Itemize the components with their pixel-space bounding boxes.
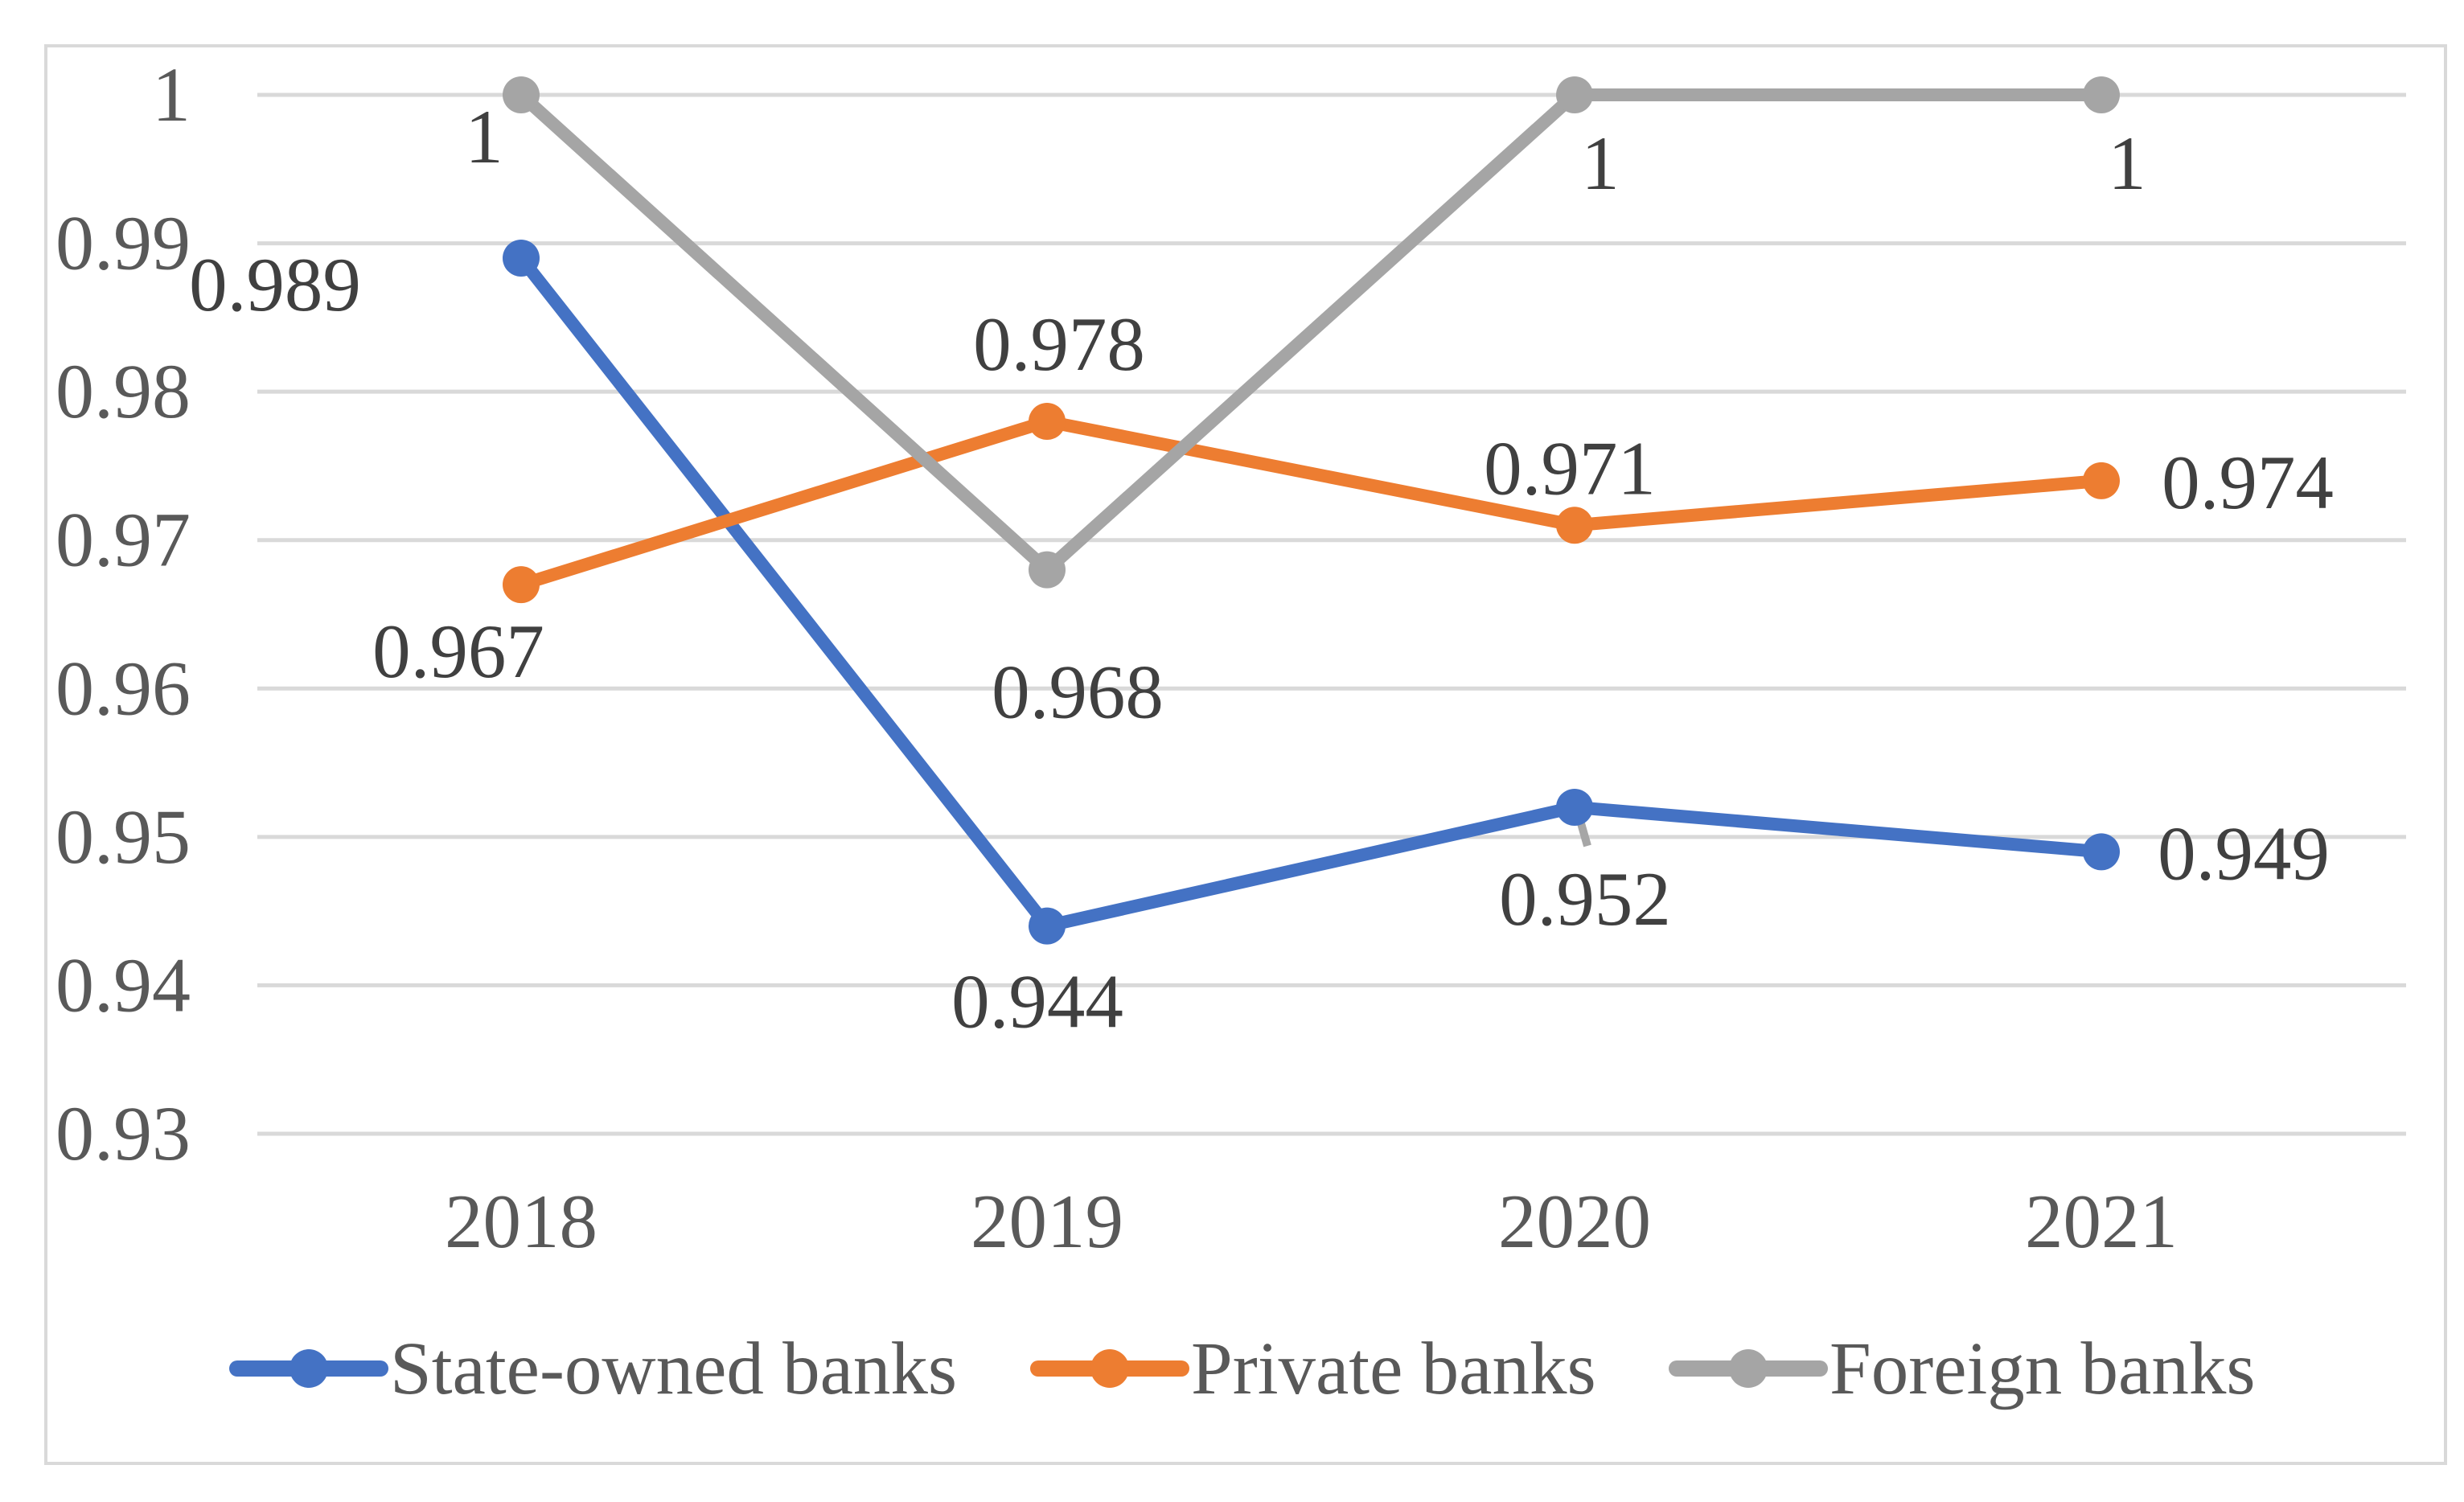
data-point-state-owned-banks-2021: [2083, 833, 2120, 871]
data-label-private-banks-2018: 0.967: [372, 609, 544, 694]
y-axis-tick-label: 1: [152, 51, 191, 137]
data-label-state-owned-banks-2021: 0.949: [2158, 811, 2330, 896]
data-point-foreign-banks-2020: [1556, 76, 1593, 113]
y-axis-tick-label: 0.96: [55, 645, 191, 731]
y-axis-tick-label: 0.98: [55, 348, 191, 434]
data-label-state-owned-banks-2018: 0.989: [189, 242, 361, 327]
data-label-private-banks-2020: 0.971: [1484, 425, 1656, 511]
legend-item-private-banks: Private banks: [1030, 1328, 1596, 1410]
legend-label: Foreign banks: [1830, 1328, 2256, 1410]
data-point-private-banks-2021: [2083, 462, 2120, 499]
data-point-private-banks-2020: [1556, 507, 1593, 544]
data-label-foreign-banks-2021: 1: [2108, 121, 2146, 206]
legend-item-foreign-banks: Foreign banks: [1669, 1328, 2256, 1410]
data-label-foreign-banks-2020: 1: [1581, 121, 1620, 206]
data-label-private-banks-2019: 0.978: [973, 302, 1145, 387]
legend-label: State-owned banks: [390, 1328, 957, 1410]
legend-item-state-owned-banks: State-owned banks: [229, 1328, 957, 1410]
data-label-foreign-banks-2018: 1: [465, 94, 503, 179]
x-axis-tick-label: 2020: [1498, 1179, 1651, 1264]
x-axis-tick-label: 2018: [445, 1179, 598, 1264]
data-point-private-banks-2019: [1029, 403, 1066, 441]
x-axis-tick-label: 2019: [971, 1179, 1123, 1264]
data-point-state-owned-banks-2018: [503, 240, 540, 277]
y-axis-tick-label: 0.93: [55, 1090, 191, 1176]
y-axis-tick-label: 0.95: [55, 794, 191, 880]
series-line-state-owned-banks: [515, 252, 2108, 933]
y-axis-tick-label: 0.97: [55, 497, 191, 583]
x-axis-tick-label: 2021: [2025, 1179, 2178, 1264]
chart-border: [44, 44, 2447, 1465]
series-line-foreign-banks: [515, 88, 2108, 577]
data-point-foreign-banks-2019: [1029, 551, 1066, 589]
data-label-foreign-banks-2019: 0.968: [992, 650, 1164, 735]
y-axis-tick-label: 0.99: [55, 200, 191, 286]
data-point-private-banks-2018: [503, 566, 540, 604]
data-point-foreign-banks-2021: [2083, 76, 2120, 113]
series-line-private-banks: [515, 415, 2108, 592]
legend-marker-icon: [1729, 1349, 1768, 1388]
data-label-state-owned-banks-2020: 0.952: [1499, 856, 1671, 942]
data-label-private-banks-2021: 0.974: [2162, 440, 2334, 525]
data-point-state-owned-banks-2019: [1029, 907, 1066, 945]
legend-label: Private banks: [1191, 1328, 1596, 1410]
data-point-state-owned-banks-2020: [1556, 788, 1593, 826]
legend-marker-icon: [290, 1349, 328, 1388]
data-label-state-owned-banks-2019: 0.944: [951, 959, 1123, 1044]
y-axis-tick-label: 0.94: [55, 942, 191, 1028]
data-point-foreign-banks-2018: [503, 76, 540, 113]
legend-marker-icon: [1090, 1349, 1129, 1388]
